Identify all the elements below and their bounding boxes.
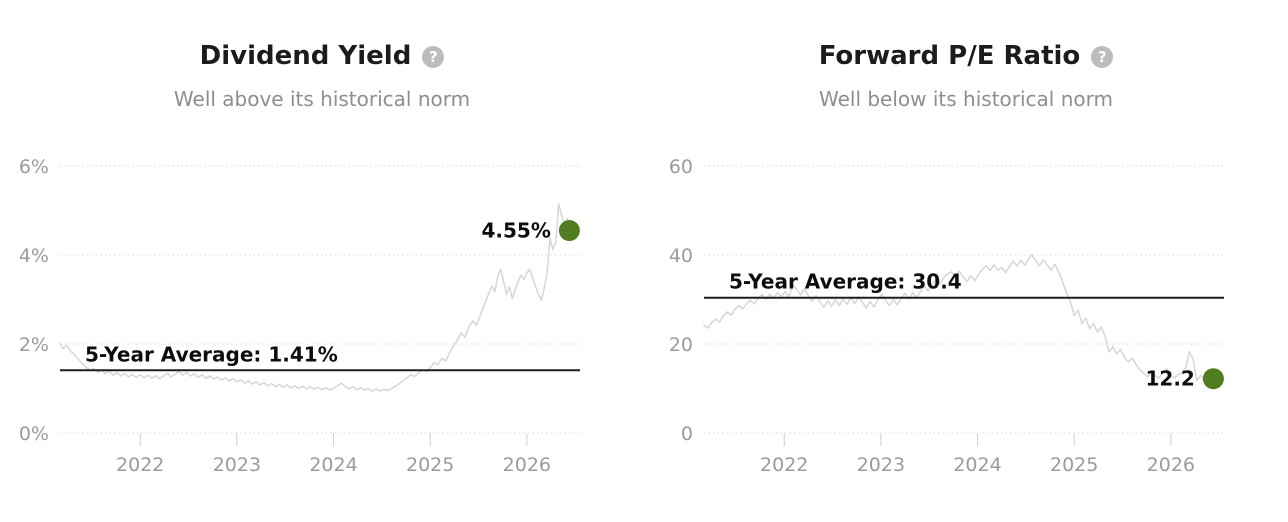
y-axis-tick-label: 4%: [19, 245, 49, 267]
x-axis-tick-label: 2024: [953, 454, 1001, 476]
forward-pe-panel: Forward P/E Ratio ? Well below its histo…: [644, 0, 1288, 522]
x-axis-tick-label: 2024: [309, 454, 357, 476]
y-axis-tick-label: 0: [681, 423, 693, 445]
x-axis-tick-label: 2026: [503, 454, 551, 476]
x-axis-tick-label: 2022: [760, 454, 808, 476]
average-label: 5-Year Average: 1.41%: [85, 342, 338, 366]
y-axis-tick-label: 60: [669, 156, 693, 178]
dividend-yield-panel: Dividend Yield ? Well above its historic…: [0, 40, 644, 476]
y-axis-tick-label: 0%: [19, 423, 49, 445]
series-line: [59, 203, 571, 392]
y-axis-tick-label: 2%: [19, 334, 49, 356]
current-value-label: 4.55%: [481, 219, 550, 243]
forward-pe-line-chart: 0 20 40 60 2022 2023 2024 2025 2026 5-Year Averag…: [669, 156, 1224, 476]
x-axis-tick-label: 2025: [406, 454, 454, 476]
average-label: 5-Year Average: 30.4: [729, 270, 962, 294]
dividend-yield-line-chart: 0% 2% 4% 6% 2022 2023 2024 2025 2026 5-Year Avera…: [19, 156, 580, 476]
chart-title: Forward P/E Ratio: [818, 41, 1081, 71]
chart-subtitle: Well below its historical norm: [818, 87, 1113, 111]
chart-header: Forward P/E Ratio ?: [644, 40, 1288, 72]
y-axis-tick-label: 6%: [19, 156, 49, 178]
x-axis-tick-label: 2022: [116, 454, 164, 476]
x-axis-tick-label: 2025: [1050, 454, 1098, 476]
chart-title: Dividend Yield: [199, 41, 412, 71]
chart-header: Dividend Yield ?: [0, 40, 644, 72]
chart-subtitle: Well above its historical norm: [173, 87, 471, 111]
x-axis-tick-label: 2023: [857, 454, 905, 476]
help-icon[interactable]: ?: [1091, 46, 1114, 68]
x-axis-tick-label: 2026: [1147, 454, 1195, 476]
help-icon[interactable]: ?: [422, 46, 445, 68]
current-value-dot: [558, 220, 580, 242]
current-value-dot: [1202, 368, 1224, 390]
y-axis-tick-label: 20: [669, 334, 693, 356]
current-value-label: 12.2: [1146, 367, 1195, 391]
x-axis-tick-label: 2023: [213, 454, 261, 476]
series-line: [703, 254, 1215, 383]
y-axis-tick-label: 40: [669, 245, 693, 267]
